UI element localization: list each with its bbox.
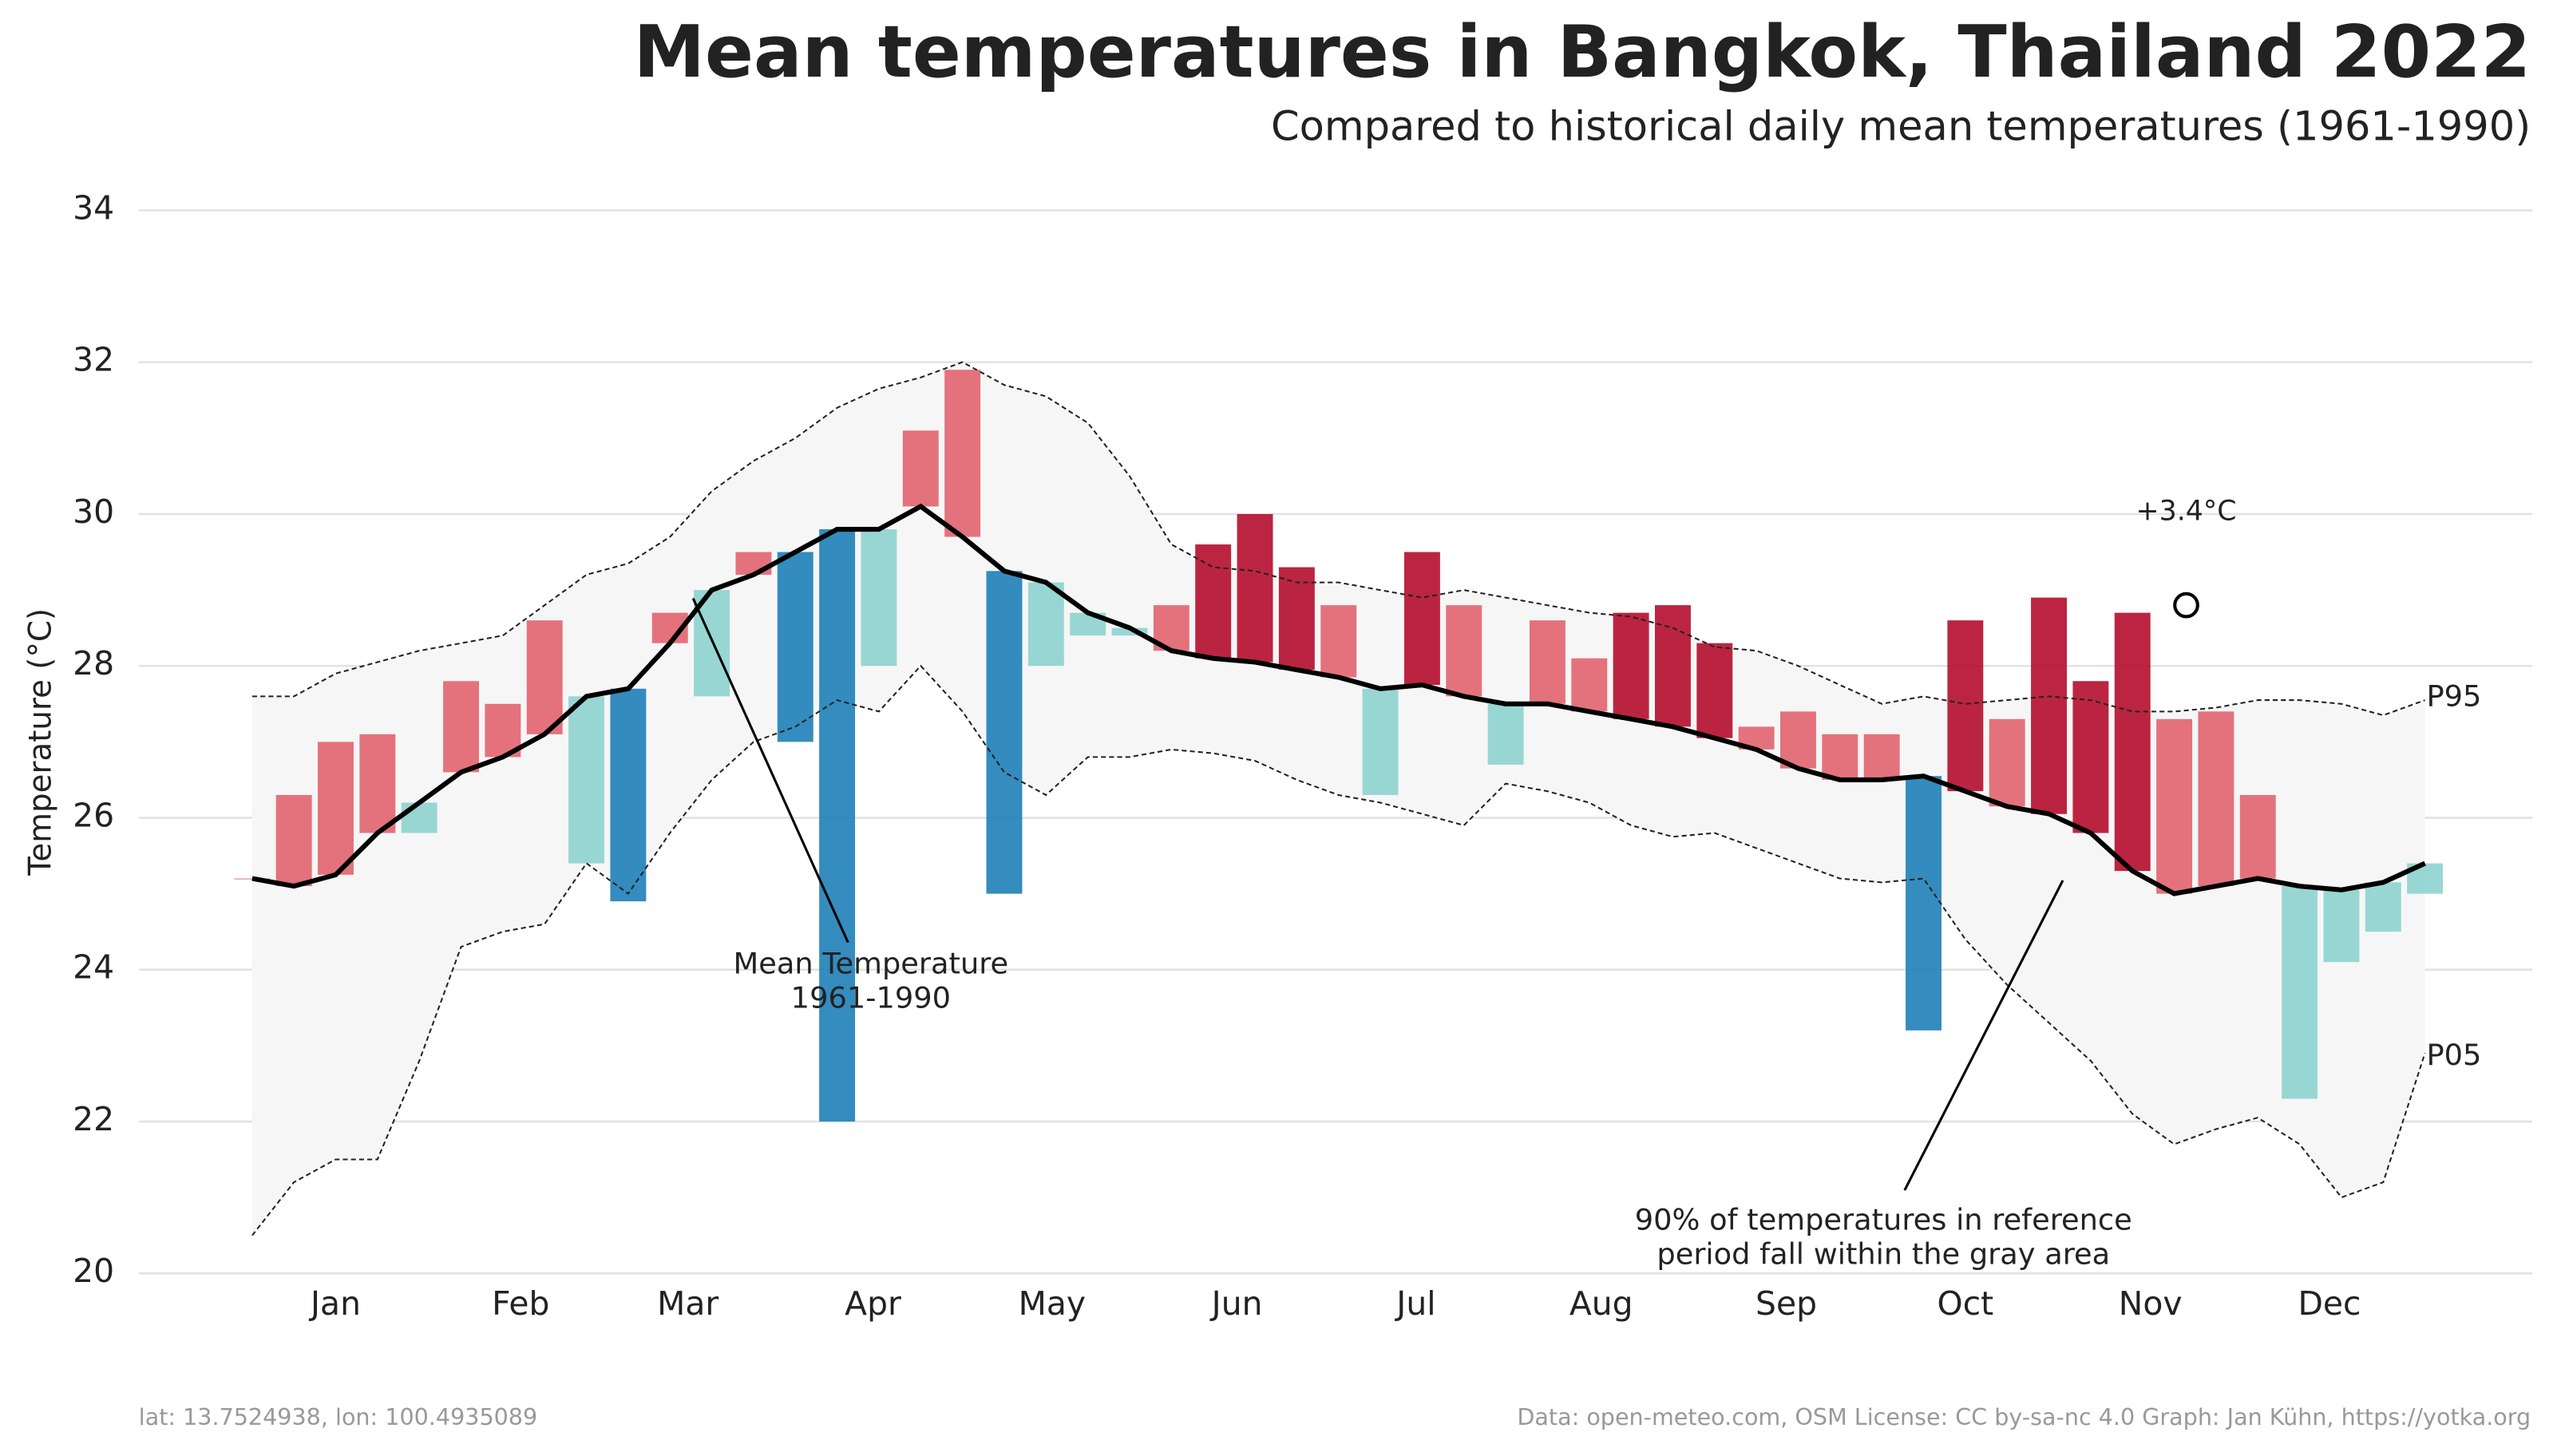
annotation-pointer bbox=[1903, 880, 2064, 1191]
anomaly-bar bbox=[735, 552, 772, 576]
anomaly-bar bbox=[610, 688, 647, 902]
anomaly-bar bbox=[1571, 658, 1608, 712]
p05-line bbox=[251, 664, 2426, 1236]
anomaly-bar bbox=[1403, 552, 1440, 686]
anomaly-bar bbox=[1654, 605, 1691, 727]
p95-line bbox=[251, 361, 2425, 717]
anomaly-bar bbox=[275, 794, 312, 887]
anomaly-bar bbox=[1822, 734, 1858, 780]
anomaly-bar bbox=[1863, 734, 1900, 780]
anomaly-bar bbox=[2282, 886, 2318, 1099]
anomaly-bar bbox=[1278, 567, 1315, 670]
anomaly-bar bbox=[1696, 643, 1733, 738]
footer-left: lat: 13.7524938, lon: 100.4935089 bbox=[139, 1403, 537, 1430]
anomaly-bar bbox=[1237, 513, 1273, 663]
chart-subtitle: Compared to historical daily mean temper… bbox=[1271, 103, 2531, 150]
anomaly-bar bbox=[1111, 627, 1148, 636]
anomaly-bar bbox=[1362, 688, 1399, 795]
y-tick-label: 24 bbox=[73, 948, 114, 987]
x-tick-label: Sep bbox=[1755, 1284, 1817, 1323]
y-tick-label: 28 bbox=[73, 644, 114, 682]
x-tick-label: Nov bbox=[2119, 1284, 2183, 1323]
chart-title: Mean temperatures in Bangkok, Thailand 2… bbox=[634, 11, 2531, 94]
anomaly-bar bbox=[1989, 718, 2025, 807]
anomaly-bar bbox=[1027, 582, 1064, 667]
anomaly-bar bbox=[318, 742, 354, 875]
y-tick-label: 32 bbox=[73, 341, 114, 379]
anomaly-bar bbox=[526, 620, 563, 734]
x-tick-label: Apr bbox=[845, 1284, 901, 1323]
anomaly-bar bbox=[2323, 889, 2360, 963]
y-tick-label: 20 bbox=[73, 1252, 114, 1290]
y-tick-label: 26 bbox=[73, 796, 114, 834]
anomaly-bar bbox=[1195, 544, 1232, 659]
y-tick-label: 22 bbox=[73, 1100, 114, 1138]
footer-right: Data: open-meteo.com, OSM License: CC by… bbox=[1517, 1403, 2531, 1430]
anomaly-bar bbox=[1780, 711, 1816, 769]
x-tick-label: Oct bbox=[1938, 1284, 1994, 1323]
x-tick-label: Feb bbox=[492, 1284, 549, 1323]
band-label: P05 bbox=[2426, 1038, 2481, 1072]
y-tick-label: 34 bbox=[73, 188, 114, 227]
mean-line bbox=[251, 503, 2426, 896]
annotation-text: period fall within the gray area bbox=[1657, 1236, 2110, 1271]
y-tick-label: 30 bbox=[73, 493, 114, 531]
anomaly-bar bbox=[986, 571, 1023, 894]
x-tick-label: Jan bbox=[308, 1284, 361, 1323]
anomaly-bar bbox=[777, 552, 813, 742]
annotation-pointer bbox=[691, 597, 849, 944]
x-tick-label: Mar bbox=[657, 1284, 718, 1323]
anomaly-bar bbox=[401, 802, 437, 833]
anomaly-bar bbox=[1320, 605, 1357, 678]
anomaly-bar bbox=[2114, 612, 2151, 872]
anomaly-bar bbox=[944, 370, 981, 537]
anomaly-bar bbox=[568, 696, 605, 864]
annotation-text: 90% of temperatures in reference bbox=[1635, 1202, 2132, 1236]
x-tick-label: May bbox=[1019, 1284, 1086, 1323]
x-tick-label: Jul bbox=[1394, 1284, 1435, 1323]
anomaly-bar bbox=[819, 529, 856, 1122]
anomaly-bar bbox=[1906, 776, 1941, 1031]
anomaly-bar bbox=[2239, 794, 2276, 879]
annotation-text: 1961-1990 bbox=[791, 981, 951, 1015]
anomaly-bar bbox=[902, 430, 939, 507]
x-tick-label: Aug bbox=[1569, 1284, 1633, 1323]
anomaly-bar bbox=[1947, 620, 1984, 792]
anomaly-bar bbox=[359, 734, 396, 833]
band-label: P95 bbox=[2426, 679, 2481, 714]
anomaly-bar bbox=[2072, 681, 2109, 833]
anomaly-bar bbox=[2156, 718, 2193, 894]
highlight-marker bbox=[2173, 592, 2199, 619]
highlight-label: +3.4°C bbox=[2136, 496, 2237, 528]
annotation-text: Mean Temperature bbox=[734, 947, 1009, 981]
anomaly-bar bbox=[2198, 711, 2234, 887]
anomaly-bar bbox=[1446, 605, 1482, 697]
anomaly-bar bbox=[2031, 597, 2068, 814]
y-axis-label: Temperature (°C) bbox=[23, 608, 59, 876]
anomaly-bar bbox=[1613, 612, 1649, 719]
x-tick-label: Jun bbox=[1209, 1284, 1263, 1323]
anomaly-bar bbox=[861, 529, 897, 667]
anomaly-bar bbox=[1529, 620, 1565, 704]
anomaly-bar bbox=[2365, 882, 2401, 932]
anomaly-bar bbox=[443, 681, 480, 773]
x-tick-label: Dec bbox=[2298, 1284, 2361, 1323]
anomaly-bar bbox=[1487, 703, 1524, 765]
